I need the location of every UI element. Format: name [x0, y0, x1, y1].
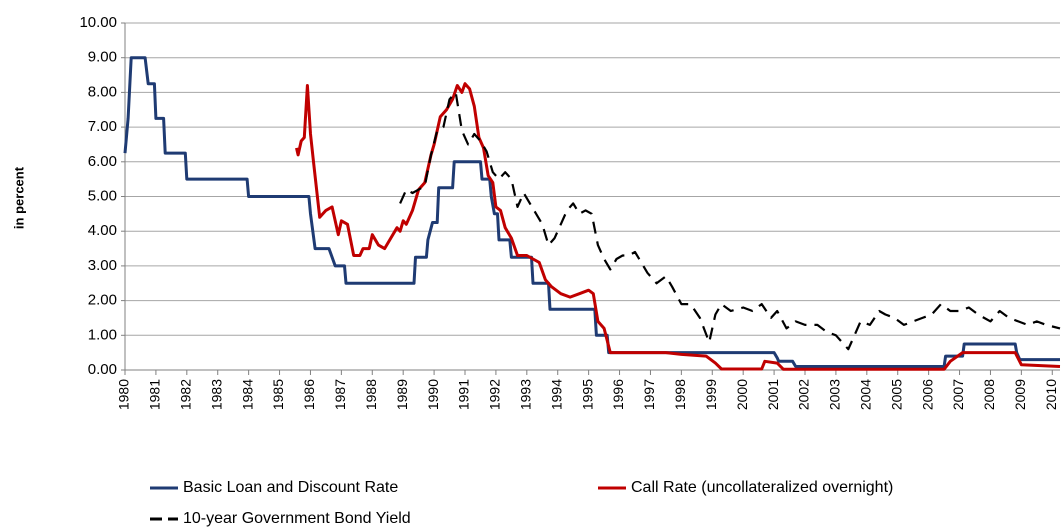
y-tick-label: 1.00 [88, 326, 117, 343]
x-tick-label: 1994 [548, 379, 564, 410]
x-tick-label: 1999 [703, 379, 719, 410]
x-tick-label: 1987 [332, 379, 348, 410]
legend-label: 10-year Government Bond Yield [183, 510, 411, 527]
x-tick-label: 1995 [579, 379, 595, 410]
y-tick-label: 6.00 [88, 153, 117, 170]
x-tick-label: 1983 [208, 379, 224, 410]
x-tick-label: 1980 [116, 379, 132, 410]
y-tick-label: 7.00 [88, 118, 117, 135]
x-tick-label: 2001 [765, 379, 781, 410]
x-tick-label: 1989 [394, 379, 410, 410]
x-tick-label: 1991 [456, 379, 472, 410]
x-tick-label: 2004 [858, 379, 874, 410]
x-tick-label: 2002 [796, 379, 812, 410]
y-tick-label: 10.00 [79, 14, 117, 31]
y-axis-label: in percent [11, 166, 26, 229]
x-tick-label: 2000 [734, 379, 750, 410]
series-line [399, 91, 1061, 351]
x-tick-label: 2006 [919, 379, 935, 410]
x-tick-label: 1985 [270, 379, 286, 410]
x-tick-label: 1997 [641, 379, 657, 410]
y-tick-label: 3.00 [88, 257, 117, 274]
x-tick-label: 2005 [888, 379, 904, 410]
x-tick-label: 1992 [487, 379, 503, 410]
y-tick-label: 5.00 [88, 187, 117, 204]
y-tick-label: 8.00 [88, 83, 117, 100]
y-tick-label: 9.00 [88, 49, 117, 66]
x-tick-label: 2003 [827, 379, 843, 410]
y-tick-label: 0.00 [88, 361, 117, 378]
x-tick-label: 2009 [1012, 379, 1028, 410]
x-tick-label: 1981 [147, 379, 163, 410]
x-tick-label: 1993 [518, 379, 534, 410]
x-tick-label: 1982 [178, 379, 194, 410]
legend-label: Call Rate (uncollateralized overnight) [631, 479, 893, 496]
x-tick-label: 1988 [363, 379, 379, 410]
x-tick-label: 1986 [301, 379, 317, 410]
series-line [123, 56, 1060, 368]
x-tick-label: 1984 [239, 379, 255, 410]
x-tick-label: 2008 [981, 379, 997, 410]
x-tick-label: 1990 [425, 379, 441, 410]
legend-label: Basic Loan and Discount Rate [183, 479, 398, 496]
y-tick-label: 2.00 [88, 292, 117, 309]
x-tick-label: 1996 [610, 379, 626, 410]
x-tick-label: 1998 [672, 379, 688, 410]
y-tick-label: 4.00 [88, 222, 117, 239]
series-line [295, 82, 1061, 371]
x-tick-label: 2007 [950, 379, 966, 410]
x-tick-label: 2010 [1043, 379, 1059, 410]
